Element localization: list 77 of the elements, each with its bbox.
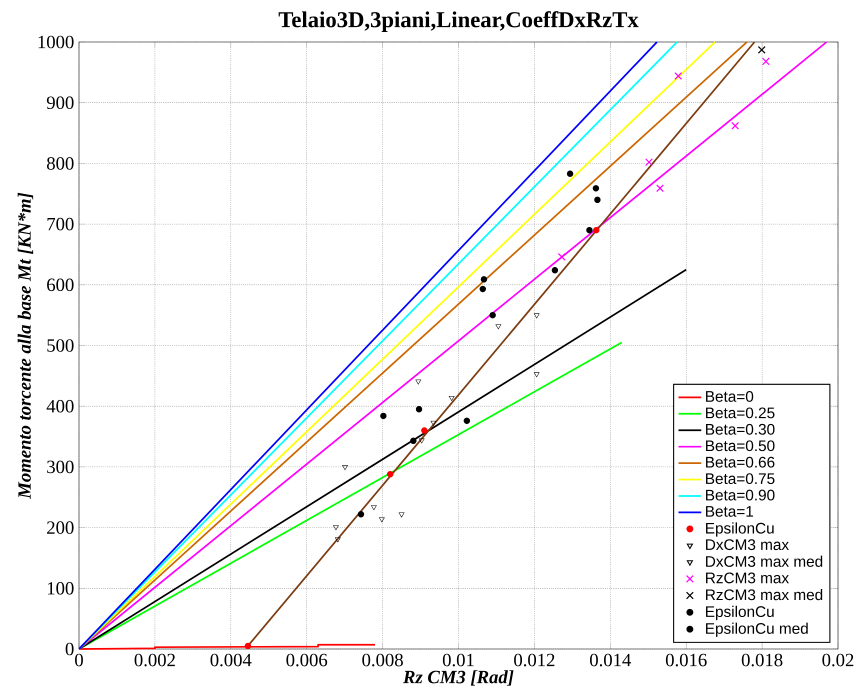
y-axis-title: Momento torcente alla base Mt [KN*m] (18, 192, 34, 499)
point (489, 312, 496, 318)
y-tick-label: 200 (47, 521, 74, 534)
y-tick-label: 1000 (38, 36, 74, 48)
x-tick-label: 0.016 (666, 654, 707, 666)
point (594, 196, 601, 204)
x-tick-label: 0.002 (134, 654, 175, 666)
point (430, 420, 436, 426)
point (480, 286, 486, 292)
point (496, 324, 502, 330)
point (416, 406, 422, 412)
y-tick-label: 600 (47, 278, 74, 292)
y-tick-label: 700 (48, 218, 74, 230)
point (552, 267, 558, 274)
point (358, 511, 364, 518)
legend-label: Beta=0.66 (706, 456, 774, 468)
point (592, 185, 600, 192)
point (448, 396, 454, 401)
legend-label: EpsilonCu (706, 606, 774, 620)
x-tick-label: 0.006 (286, 654, 328, 666)
point (593, 226, 600, 234)
legend-label: EpsilonCu (706, 522, 774, 537)
point (342, 465, 348, 470)
legend-label: Beta=0.90 (706, 490, 775, 500)
point (586, 226, 593, 234)
x-tick-label: 0.01 (442, 654, 474, 666)
point (421, 427, 428, 434)
y-tick-label: 800 (47, 157, 74, 170)
point (371, 505, 377, 510)
point (656, 184, 664, 192)
y-tick-label: 0 (66, 642, 74, 656)
point (534, 372, 540, 378)
point (534, 313, 540, 318)
legend-label: Beta=0.50 (706, 440, 775, 452)
x-tick-label: 0.014 (590, 654, 632, 666)
legend-label: Beta=0.30 (706, 424, 775, 435)
chart-title: Telaio3D,3piani,Linear,CoeffDxRzTx (278, 11, 639, 32)
legend-label: Beta=0.25 (706, 407, 774, 418)
y-tick-label: 500 (47, 339, 74, 352)
point (558, 252, 566, 261)
legend-label: DxCM3 max med (706, 556, 822, 567)
x-tick-label: 0 (75, 654, 83, 666)
point (464, 418, 470, 424)
point (480, 276, 488, 283)
point (244, 642, 252, 650)
x-tick-label: 0.004 (210, 654, 252, 666)
point (398, 512, 404, 518)
x-tick-label: 0.018 (742, 654, 782, 666)
point (674, 72, 682, 80)
legend-label: Beta=1 (706, 506, 754, 517)
y-tick-label: 300 (47, 460, 74, 474)
legend-label: RzCM3 max med (706, 588, 822, 600)
point (335, 537, 341, 542)
legend-label: Beta=0 (706, 391, 754, 402)
point (380, 412, 387, 420)
point (386, 470, 394, 478)
point (418, 438, 425, 444)
point (645, 158, 653, 166)
point (758, 46, 766, 54)
point (410, 438, 417, 444)
y-tick-label: 400 (46, 400, 74, 413)
legend-label: EpsilonCu med (706, 622, 808, 637)
point (415, 380, 422, 385)
point (333, 525, 339, 530)
y-tick-label: 100 (48, 582, 74, 595)
legend-label: RzCM3 max (706, 572, 789, 584)
point (762, 58, 770, 66)
x-tick-label: 0.012 (514, 654, 554, 666)
point (379, 517, 385, 522)
x-tick-label: 0.008 (362, 654, 403, 666)
x-axis-title: Rz CM3 [Rad] (402, 670, 514, 686)
legend-label: DxCM3 max (706, 539, 789, 550)
x-tick-label: 0.02 (822, 654, 854, 666)
legend-label: Beta=0.75 (706, 473, 774, 484)
point (731, 122, 740, 130)
point (566, 170, 574, 177)
y-tick-label: 900 (46, 96, 74, 109)
